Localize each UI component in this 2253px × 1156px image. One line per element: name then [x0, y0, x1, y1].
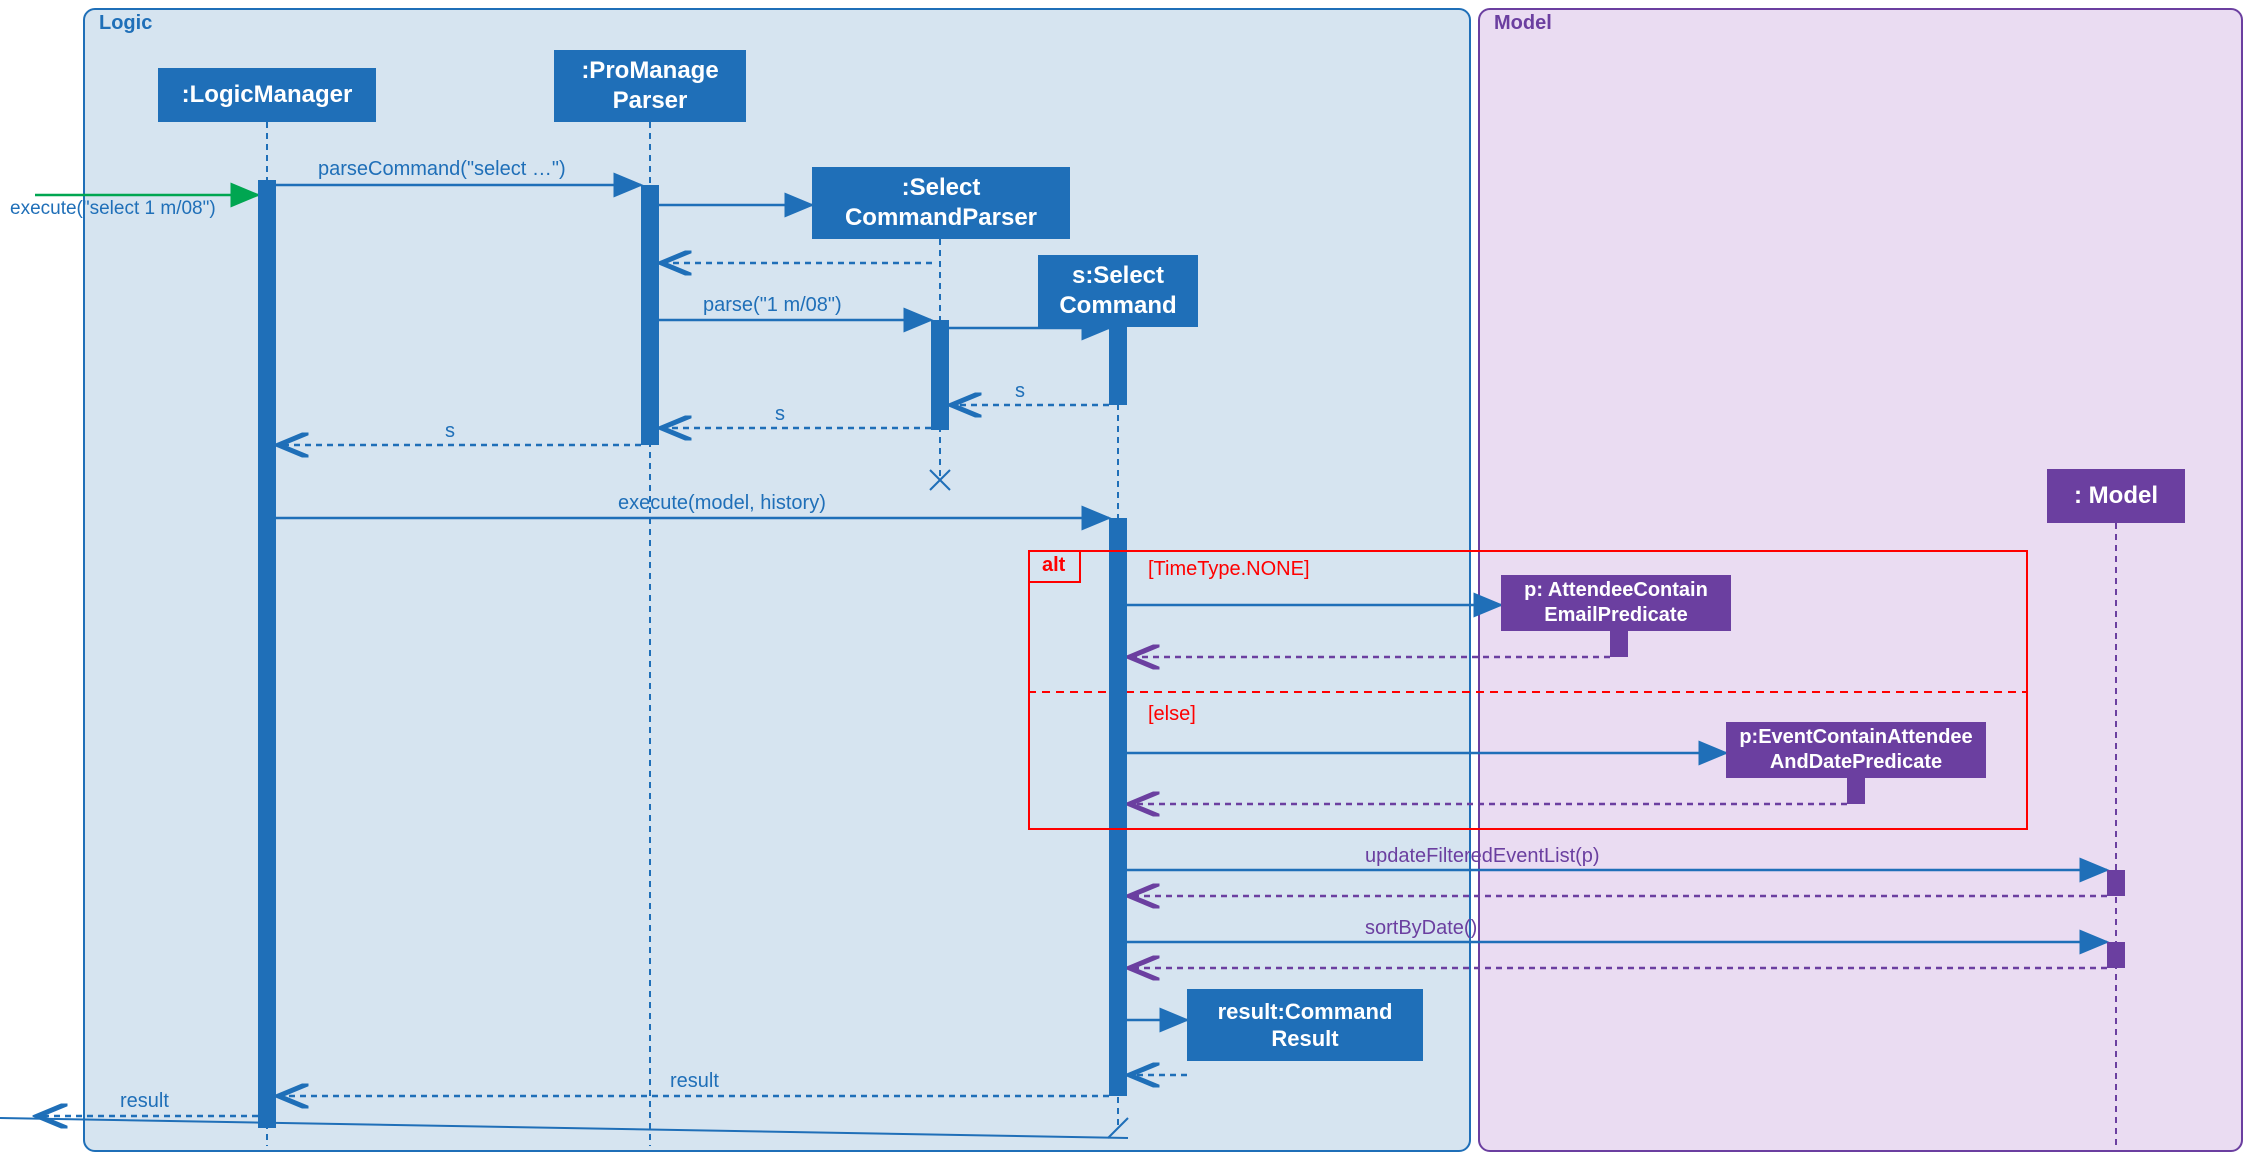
- model-frame-label: Model: [1478, 8, 1568, 39]
- msg-ret-s3: s: [445, 420, 455, 443]
- msg-parse-command: parseCommand("select …"): [318, 158, 566, 181]
- msg-execute-in: execute("select 1 m/08"): [10, 198, 216, 220]
- cmd-result-box: result:Command Result: [1187, 989, 1423, 1061]
- alt-guard-1: [TimeType.NONE]: [1148, 558, 1310, 581]
- msg-ret-s2: s: [775, 403, 785, 426]
- model-box: : Model: [2047, 469, 2185, 523]
- model-activation-2: [2107, 942, 2125, 968]
- logic-manager-box: :LogicManager: [158, 68, 376, 122]
- msg-update-list: updateFilteredEventList(p): [1365, 845, 1600, 868]
- msg-ret-external: result: [120, 1090, 169, 1113]
- msg-execute-model: execute(model, history): [618, 492, 826, 515]
- selparser-activation: [931, 320, 949, 430]
- logic-frame-label: Logic: [83, 8, 168, 39]
- logic-mgr-activation: [258, 180, 276, 1128]
- msg-sort: sortByDate(): [1365, 917, 1477, 940]
- select-cmd-box: s:Select Command: [1038, 255, 1198, 327]
- msg-parse: parse("1 m/08"): [703, 294, 842, 317]
- alt-guard-2: [else]: [1148, 703, 1196, 726]
- selcmd-create-activation: [1109, 327, 1127, 405]
- alt-fragment: alt: [1028, 550, 2028, 830]
- select-parser-box: :Select CommandParser: [812, 167, 1070, 239]
- alt-label: alt: [1028, 550, 1081, 583]
- model-activation-1: [2107, 870, 2125, 896]
- msg-ret-result2: result: [670, 1070, 719, 1093]
- msg-ret-s1: s: [1015, 380, 1025, 403]
- parser-activation: [641, 185, 659, 445]
- parser-box: :ProManage Parser: [554, 50, 746, 122]
